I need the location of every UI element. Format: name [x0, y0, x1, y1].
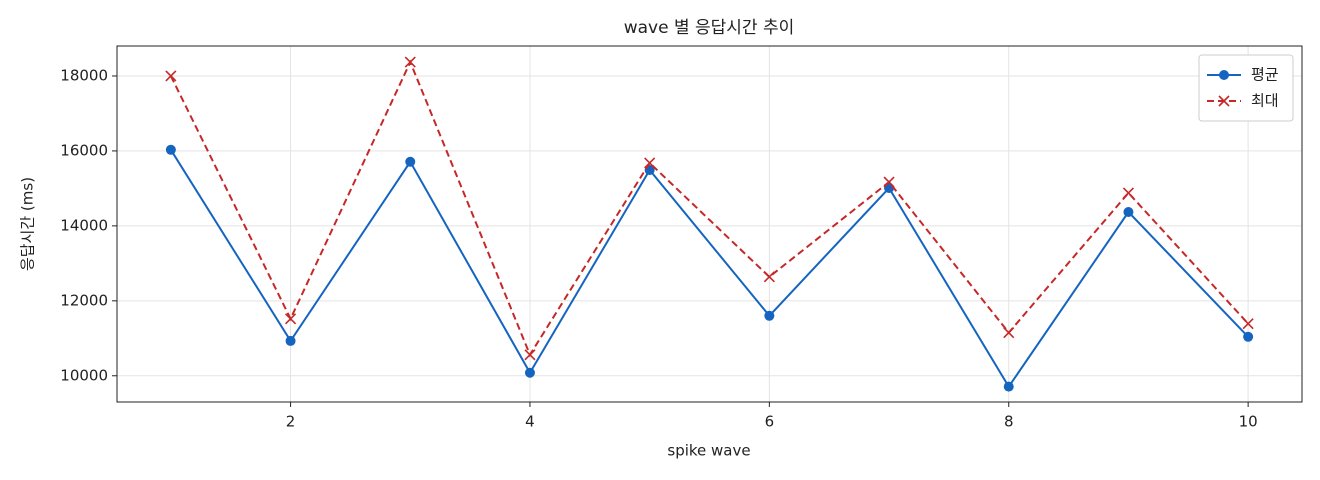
- legend-label: 최대: [1251, 92, 1279, 110]
- x-tick-label: 6: [765, 413, 775, 431]
- point: [524, 367, 535, 378]
- point: [883, 176, 895, 188]
- point: [165, 70, 177, 82]
- legend-marker: [1218, 95, 1230, 107]
- y-tick-label: 18000: [60, 66, 108, 84]
- y-tick-label: 16000: [60, 141, 108, 159]
- plot-frame: [116, 45, 1303, 403]
- x-tick-label: 2: [286, 413, 296, 431]
- point: [1003, 381, 1014, 392]
- series-line: [169, 59, 1249, 357]
- y-tick-label: 14000: [60, 216, 108, 234]
- legend-label: 평균: [1251, 66, 1279, 84]
- point: [763, 271, 775, 283]
- point: [1123, 207, 1134, 218]
- y-tick-label: 12000: [60, 291, 108, 309]
- point: [1242, 318, 1254, 330]
- point: [524, 349, 536, 361]
- legend-box: [1198, 54, 1294, 122]
- x-tick-label: 8: [1004, 413, 1014, 431]
- chart-title: wave 별 응답시간 추이: [624, 18, 795, 38]
- point: [284, 313, 297, 325]
- y-tick-label: 10000: [60, 366, 108, 384]
- point: [1003, 327, 1015, 339]
- point: [404, 56, 416, 68]
- y-axis-label: 응답시간 (ms): [19, 177, 37, 271]
- series-line: [170, 149, 1249, 389]
- point: [1243, 331, 1254, 342]
- x-axis-label: spike wave: [667, 442, 750, 460]
- x-tick-label: 10: [1239, 413, 1258, 431]
- point: [405, 156, 416, 167]
- point: [1122, 187, 1135, 199]
- point: [165, 144, 176, 155]
- point: [644, 157, 656, 169]
- point: [285, 335, 296, 346]
- point: [764, 310, 775, 321]
- x-tick-label: 4: [525, 413, 535, 431]
- legend-marker: [1219, 70, 1229, 80]
